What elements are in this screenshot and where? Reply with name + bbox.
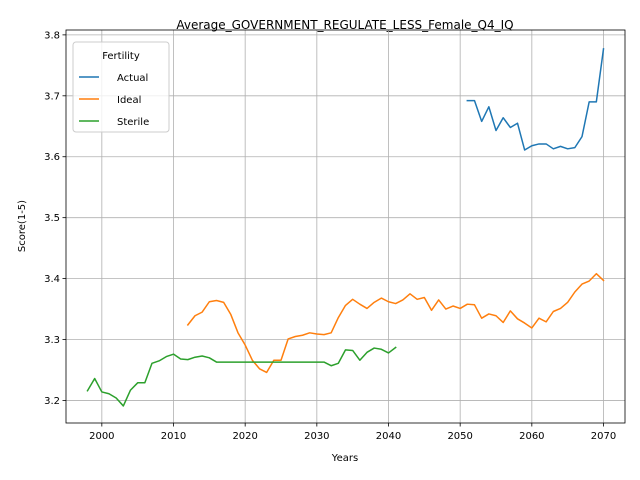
y-tick-label: 3.5 [44, 213, 60, 224]
chart-title: Average_GOVERNMENT_REGULATE_LESS_Female_… [176, 18, 513, 32]
x-axis-label: Years [331, 453, 358, 464]
x-tick-label: 2000 [89, 431, 114, 442]
x-tick-label: 2070 [591, 431, 616, 442]
y-tick-label: 3.3 [44, 335, 60, 346]
plot-frame [65, 29, 626, 424]
grid [66, 30, 625, 423]
y-axis-label: Score(1-5) [17, 200, 28, 252]
y-tick-label: 3.4 [44, 274, 60, 285]
x-tick-label: 2050 [447, 431, 472, 442]
legend-title: Fertility [102, 51, 140, 62]
series-line-actual [466, 48, 605, 151]
x-tick-label: 2010 [161, 431, 186, 442]
y-tick-label: 3.8 [44, 30, 60, 41]
series-layer [86, 48, 605, 407]
legend: Fertility Actual Ideal Sterile [72, 41, 170, 133]
y-tick-label: 3.2 [44, 396, 60, 407]
legend-entries: Actual Ideal Sterile [79, 73, 149, 128]
y-tick-label: 3.7 [44, 91, 60, 102]
x-tick-label: 2020 [232, 431, 257, 442]
y-axis: 3.2 3.3 3.4 3.5 3.6 3.7 3.8 [44, 30, 66, 407]
legend-box [72, 41, 170, 133]
legend-label-actual: Actual [117, 73, 148, 84]
legend-label-ideal: Ideal [117, 95, 141, 106]
x-tick-label: 2030 [304, 431, 329, 442]
x-tick-label: 2040 [376, 431, 401, 442]
series-line-ideal [186, 272, 605, 374]
y-tick-label: 3.6 [44, 152, 60, 163]
series-line-sterile [86, 346, 397, 407]
legend-label-sterile: Sterile [117, 117, 149, 128]
x-axis: 2000 2010 2020 2030 2040 2050 2060 2070 [89, 423, 616, 442]
x-tick-label: 2060 [519, 431, 544, 442]
